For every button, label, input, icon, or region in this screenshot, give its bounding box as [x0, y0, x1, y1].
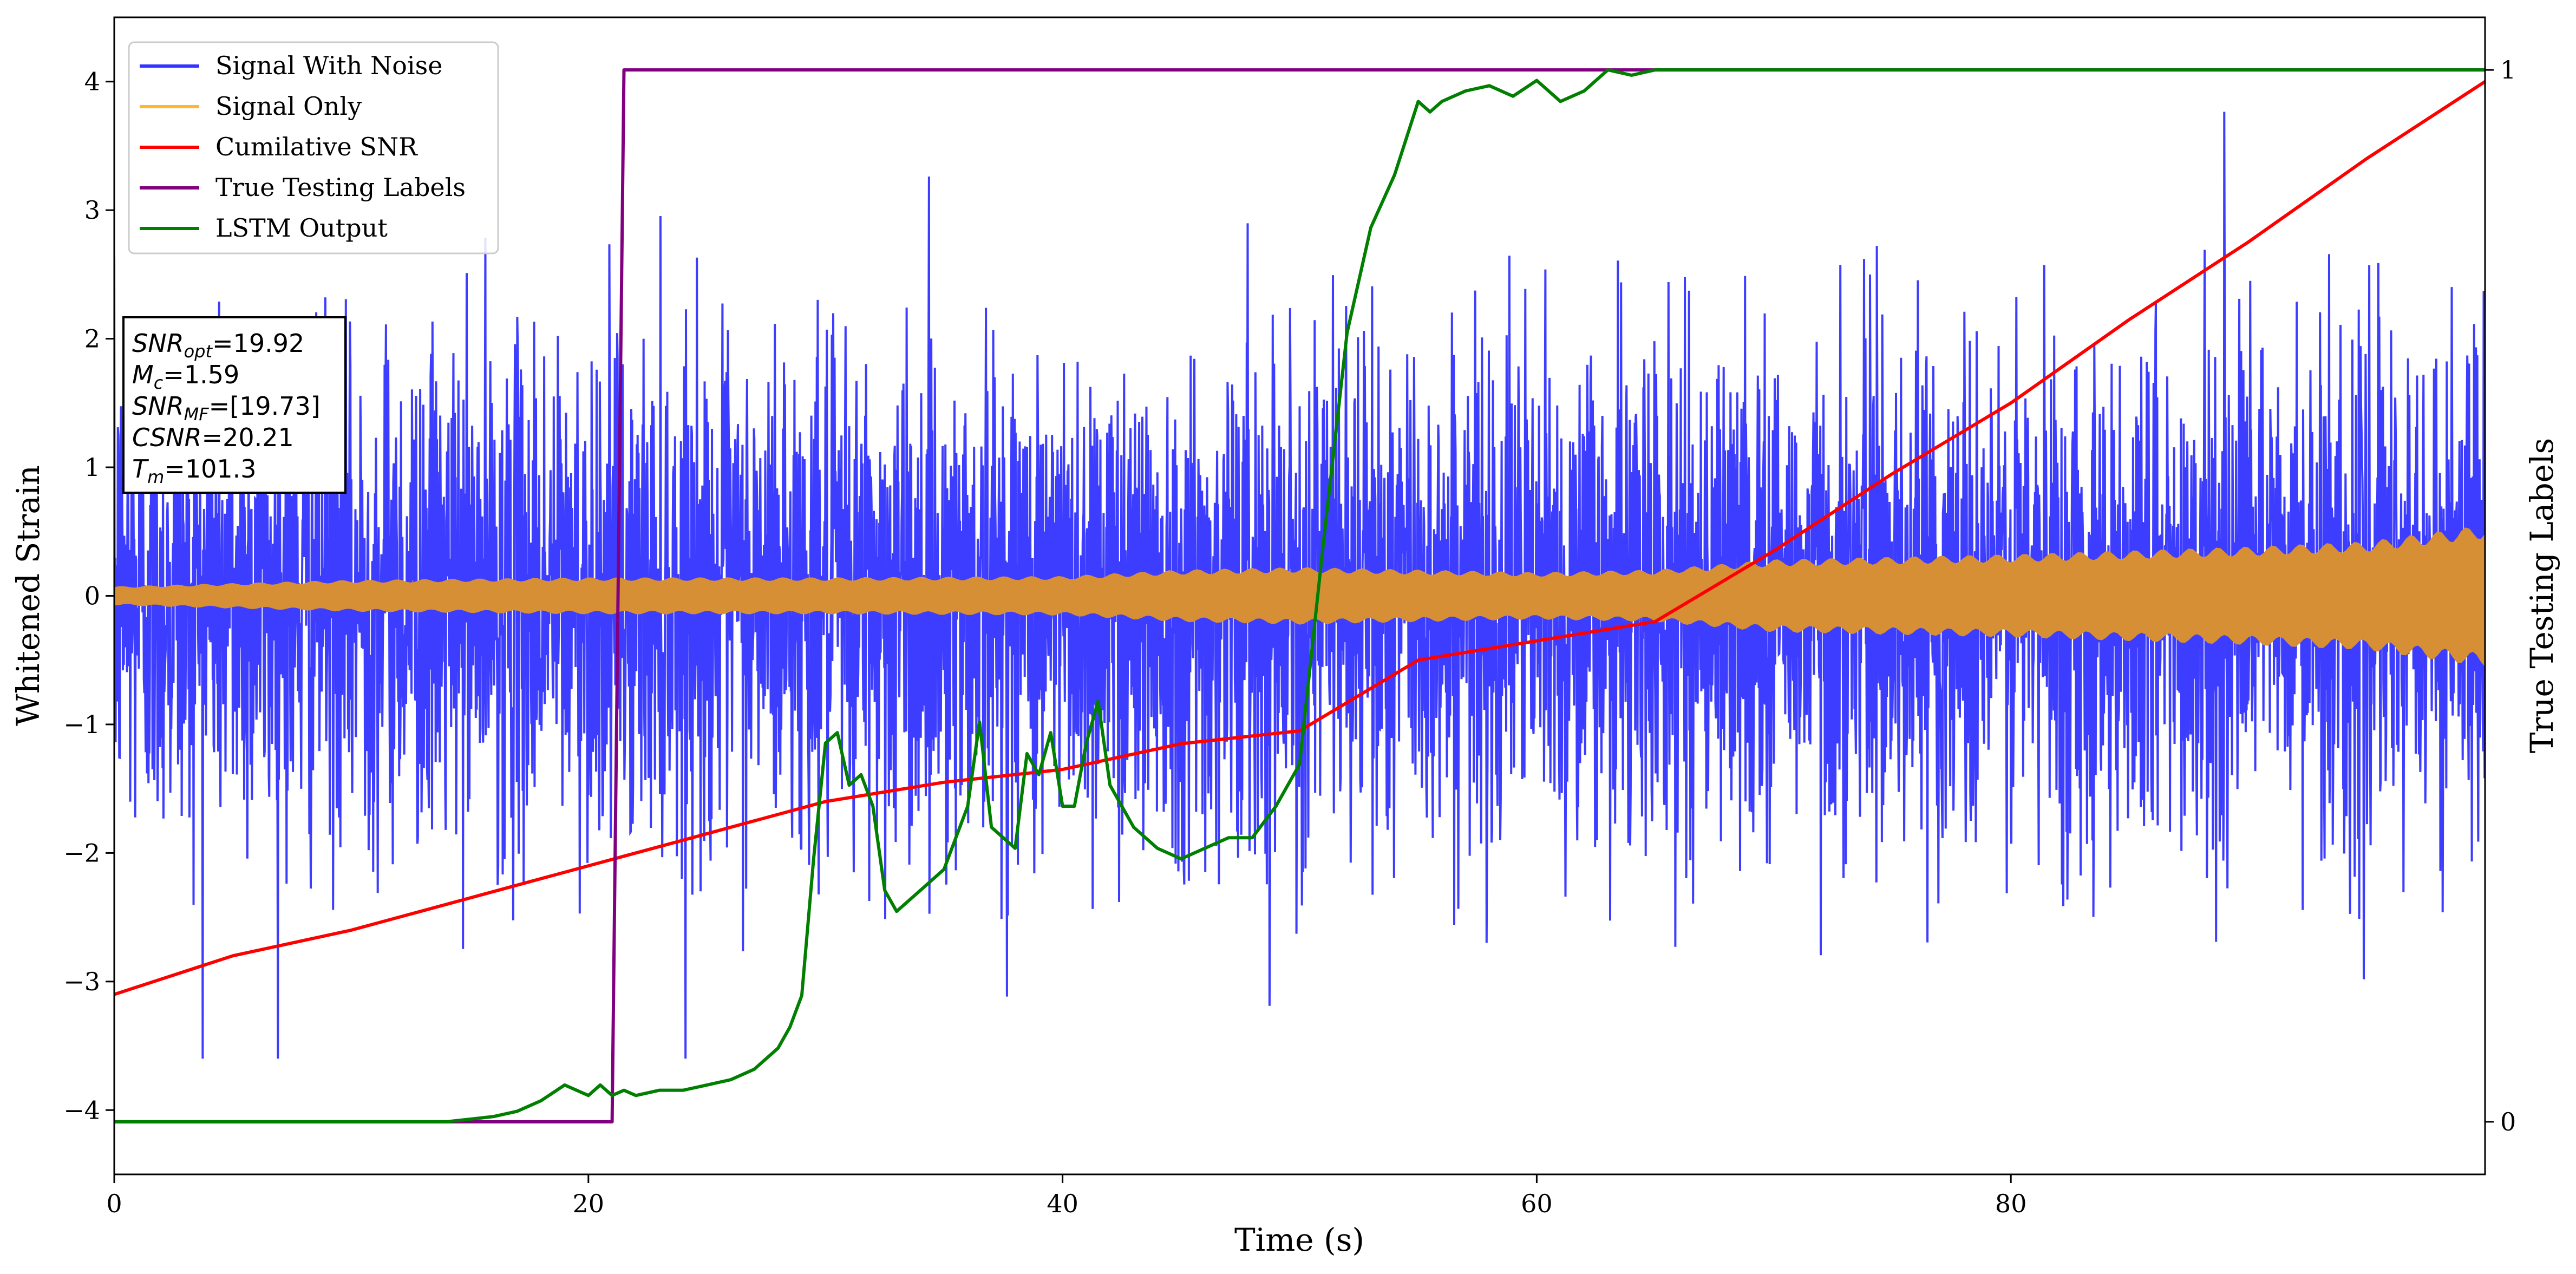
annotation-box: SNRopt=19.92Mc=1.59SNRMF=[19.73]CSNR=20.…	[122, 316, 346, 494]
legend-entry: Signal Only	[215, 92, 362, 121]
y-tick-label: −1	[63, 710, 100, 739]
legend: Signal With Noise Signal Only Cumilative S…	[128, 41, 499, 254]
plot-area	[114, 68, 2485, 1123]
annotation-box-frame	[122, 316, 346, 494]
x-tick-label: 0	[106, 1189, 122, 1218]
y-tick-label: 3	[84, 195, 100, 225]
legend-entry: LSTM Output	[215, 213, 388, 243]
legend-entry: True Testing Labels	[215, 173, 466, 202]
legend-entry: Signal With Noise	[215, 51, 442, 80]
x-tick-label: 20	[573, 1189, 605, 1218]
series-signal-with-noise	[114, 112, 2485, 1059]
annotation-line: SNRMF=[19.73]	[132, 391, 321, 424]
series-lstm-output	[114, 68, 2485, 1123]
y-tick-label: 1	[84, 453, 100, 482]
x-tick-label: 60	[1521, 1189, 1553, 1218]
y-tick-label: −4	[63, 1095, 100, 1125]
x-axis-title: Time (s)	[1234, 1221, 1364, 1258]
annotation-line: SNRopt=19.92	[132, 329, 304, 362]
cumilative-snr-line	[114, 80, 2485, 996]
y-tick-label: −2	[63, 838, 100, 867]
y2-tick-label: 1	[2500, 55, 2516, 84]
y-tick-label: 4	[84, 67, 100, 96]
y2-tick-label: 0	[2500, 1107, 2516, 1136]
x-tick-label: 40	[1047, 1189, 1078, 1218]
y-axis-right: 01	[2485, 55, 2516, 1136]
y-tick-label: 0	[84, 582, 100, 611]
lstm-output-line	[114, 68, 2485, 1123]
y2-axis-title: True Testing Labels	[2523, 438, 2560, 753]
legend-box	[128, 41, 499, 254]
y-tick-label: 2	[84, 324, 100, 354]
y-tick-label: −3	[63, 967, 100, 996]
series-signal-only	[114, 527, 2485, 667]
legend-entry: Cumilative SNR	[215, 132, 418, 161]
annotation-line: Tm=101.3	[132, 454, 257, 487]
annotation-line: CSNR=20.21	[132, 423, 294, 452]
annotation-line: Mc=1.59	[132, 360, 239, 393]
x-tick-label: 80	[1995, 1189, 2027, 1218]
signal-with-noise-line	[114, 112, 2485, 1059]
x-axis: 0 20 40 60 80	[106, 1174, 2026, 1218]
y-axis-title: Whitened Strain	[10, 465, 47, 726]
y-axis-left: −4 −3 −2 −1 0 1 2 3 4	[63, 67, 114, 1125]
series-cumilative-snr	[114, 80, 2485, 996]
signal-only-band	[114, 527, 2485, 667]
